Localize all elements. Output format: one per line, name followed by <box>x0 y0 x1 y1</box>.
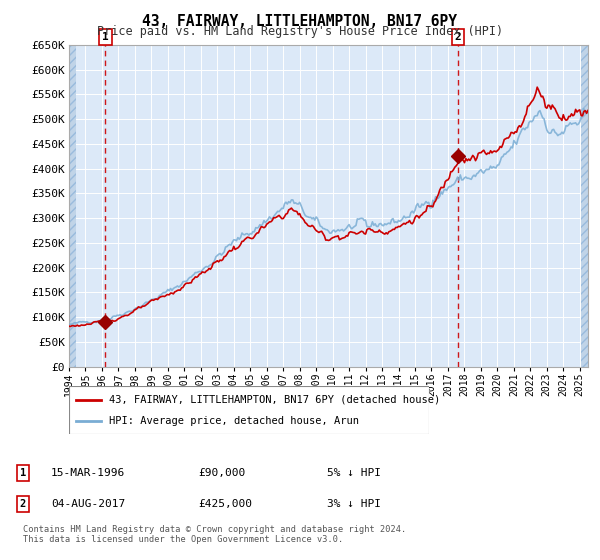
Text: £425,000: £425,000 <box>198 499 252 509</box>
Text: £90,000: £90,000 <box>198 468 245 478</box>
Text: Contains HM Land Registry data © Crown copyright and database right 2024.
This d: Contains HM Land Registry data © Crown c… <box>23 525 406 544</box>
Text: Price paid vs. HM Land Registry's House Price Index (HPI): Price paid vs. HM Land Registry's House … <box>97 25 503 38</box>
Text: 1: 1 <box>102 32 109 42</box>
Text: 15-MAR-1996: 15-MAR-1996 <box>51 468 125 478</box>
Bar <box>69 45 76 367</box>
Text: 43, FAIRWAY, LITTLEHAMPTON, BN17 6PY (detached house): 43, FAIRWAY, LITTLEHAMPTON, BN17 6PY (de… <box>109 395 440 405</box>
Text: HPI: Average price, detached house, Arun: HPI: Average price, detached house, Arun <box>109 416 359 426</box>
Text: 43, FAIRWAY, LITTLEHAMPTON, BN17 6PY: 43, FAIRWAY, LITTLEHAMPTON, BN17 6PY <box>143 14 458 29</box>
Bar <box>581 45 589 367</box>
Text: 1: 1 <box>20 468 26 478</box>
Text: 2: 2 <box>20 499 26 509</box>
Text: 2: 2 <box>454 32 461 42</box>
Text: 04-AUG-2017: 04-AUG-2017 <box>51 499 125 509</box>
Text: 5% ↓ HPI: 5% ↓ HPI <box>327 468 381 478</box>
Text: 3% ↓ HPI: 3% ↓ HPI <box>327 499 381 509</box>
FancyBboxPatch shape <box>69 386 429 434</box>
